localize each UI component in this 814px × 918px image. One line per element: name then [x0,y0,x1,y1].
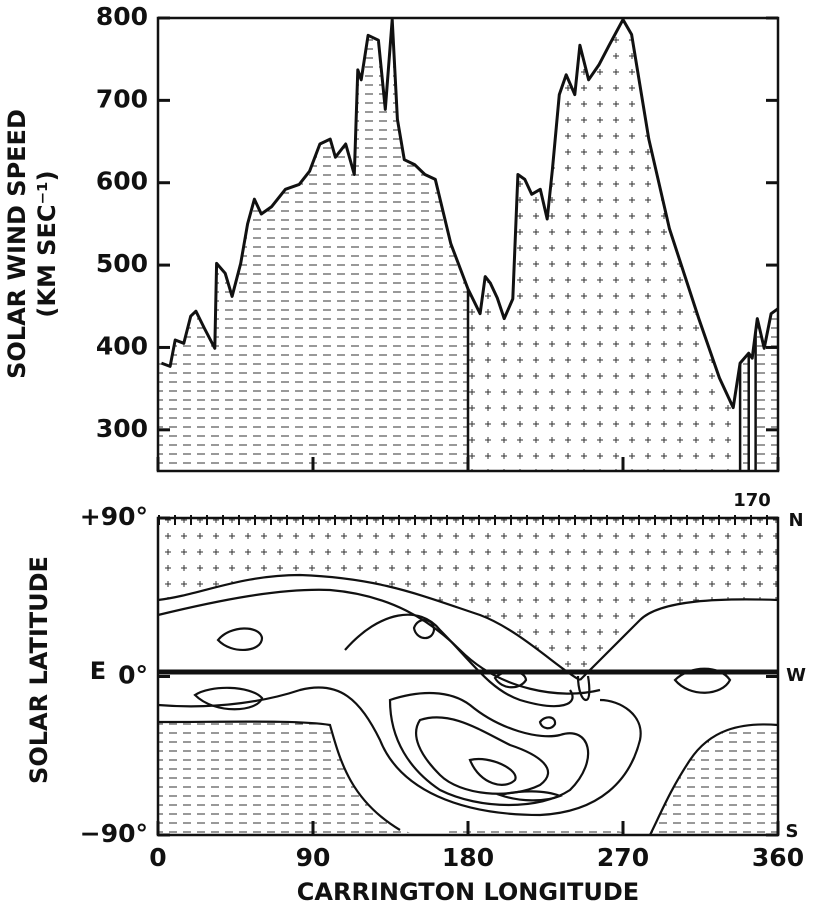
x-tick-label: 90 [296,843,331,872]
sector-fill [748,331,756,471]
west-label: W [786,665,806,686]
south-label: S [786,821,799,842]
latitude-panel: SOLAR LATITUDE CARRINGTON LONGITUDE E W … [25,490,806,906]
contour [576,675,591,702]
contour [157,720,401,831]
y-axis-label: SOLAR WIND SPEED [3,109,31,379]
x-tick-label: 180 [442,843,494,872]
contour [157,588,601,695]
speed-line [160,18,779,410]
plot-frame [156,16,780,473]
contour [157,573,581,681]
contour [496,790,563,802]
plot-frame [156,516,780,837]
rotation-label: 170 [733,490,771,511]
contour [579,598,779,681]
contour [649,723,779,836]
north-label: N [788,510,803,531]
y-axis-label: SOLAR LATITUDE [25,556,53,784]
x-axis-label: CARRINGTON LONGITUDE [297,878,639,906]
sector-fill [158,19,468,471]
y-tick-label: 800 [96,2,148,31]
x-tick-label: 360 [752,843,804,872]
contour [193,686,264,711]
speed-panel: SOLAR WIND SPEED (KM SEC⁻¹) 300 400 500 600… [3,2,780,473]
y-tick-label: 400 [96,331,148,360]
y-tick-label: 500 [96,249,148,278]
x-tick-label: 270 [597,843,649,872]
contour [538,716,557,730]
sector-fill [740,353,749,471]
north-polarity-region [158,518,778,680]
contour [412,618,436,640]
sector-fill [468,19,741,471]
y-tick-label: +90° [80,502,148,531]
y-tick-label: 300 [96,414,148,443]
east-label: E [90,657,106,685]
y-tick-label: −90° [80,819,148,848]
contour [415,716,550,795]
contour [388,692,590,807]
y-tick-label: 700 [96,84,148,113]
contour [216,627,264,652]
x-tick-label: 0 [149,843,166,872]
y-tick-label: 600 [96,167,148,196]
contour [344,613,574,708]
y-axis-units: (KM SEC⁻¹) [33,170,61,317]
contour [468,757,517,786]
south-polarity-region [158,721,778,835]
y-tick-label: 0° [118,661,148,690]
contour [157,686,642,817]
